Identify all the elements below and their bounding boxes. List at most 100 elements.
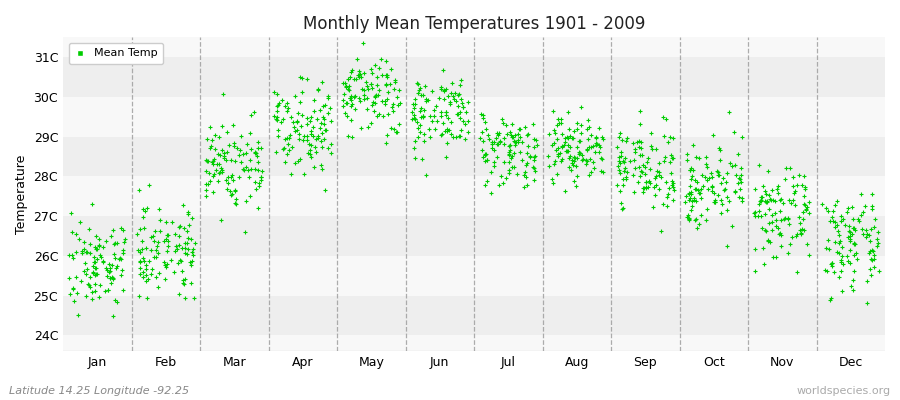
Point (572, 148, 586, 155)
Point (683, 194, 698, 201)
Point (375, 113, 390, 119)
Point (565, 156, 580, 163)
Point (510, 137, 525, 144)
Point (618, 174, 633, 180)
Point (453, 132, 467, 139)
Point (824, 295, 838, 302)
Point (336, 97, 350, 104)
Point (575, 152, 590, 158)
Point (374, 98, 389, 104)
Point (817, 267, 832, 273)
Point (520, 143, 535, 150)
Point (414, 91, 428, 98)
Point (478, 151, 492, 158)
Point (444, 130, 458, 137)
Point (168, 248, 183, 254)
Point (610, 162, 625, 169)
Point (75, 250, 89, 256)
Point (436, 120, 450, 126)
Point (580, 126, 594, 132)
Bar (63, 256, 885, 296)
Point (765, 211, 779, 218)
Point (319, 102, 333, 108)
Point (285, 144, 300, 150)
Point (559, 148, 573, 154)
Point (845, 287, 859, 294)
Point (151, 283, 166, 290)
Point (143, 247, 157, 253)
Y-axis label: Temperature: Temperature (15, 154, 28, 234)
Point (87, 272, 102, 278)
Point (233, 147, 248, 154)
Point (103, 268, 117, 274)
Point (847, 268, 861, 274)
Point (652, 171, 666, 178)
Point (773, 196, 788, 202)
Point (408, 96, 422, 102)
Point (557, 142, 572, 148)
Point (494, 172, 508, 179)
Point (755, 194, 770, 200)
Point (691, 190, 706, 196)
Point (272, 100, 286, 106)
Point (487, 163, 501, 169)
Point (757, 188, 771, 194)
Point (827, 268, 842, 275)
Point (580, 158, 595, 164)
Point (295, 111, 310, 118)
Point (753, 197, 768, 204)
Point (682, 197, 697, 204)
Point (842, 236, 857, 242)
Point (626, 189, 641, 196)
Point (288, 128, 302, 134)
Point (422, 134, 436, 140)
Point (407, 144, 421, 151)
Point (589, 142, 603, 148)
Point (568, 155, 582, 162)
Point (666, 197, 680, 204)
Point (252, 183, 266, 189)
Point (824, 260, 839, 266)
Point (361, 86, 375, 92)
Point (788, 190, 802, 196)
Point (383, 66, 398, 72)
Point (302, 118, 317, 124)
Point (570, 120, 584, 126)
Point (448, 134, 463, 140)
Point (79, 248, 94, 255)
Point (417, 131, 431, 138)
Point (359, 83, 374, 89)
Point (184, 236, 198, 242)
Point (786, 183, 800, 189)
Point (379, 140, 393, 146)
Point (312, 125, 327, 131)
Point (546, 161, 561, 167)
Point (561, 134, 575, 141)
Point (554, 116, 568, 123)
Point (140, 295, 154, 301)
Point (785, 234, 799, 240)
Point (476, 115, 491, 121)
Point (573, 121, 588, 128)
Point (732, 175, 746, 181)
Point (798, 184, 813, 191)
Point (842, 260, 857, 266)
Point (279, 100, 293, 106)
Point (479, 126, 493, 132)
Point (510, 130, 525, 137)
Point (574, 104, 589, 110)
Point (610, 143, 625, 150)
Text: Latitude 14.25 Longitude -92.25: Latitude 14.25 Longitude -92.25 (9, 386, 189, 396)
Point (586, 159, 600, 166)
Point (592, 125, 607, 132)
Point (221, 142, 236, 148)
Point (243, 130, 257, 136)
Point (797, 186, 812, 192)
Point (199, 180, 213, 187)
Point (592, 142, 607, 148)
Point (229, 201, 243, 208)
Point (612, 157, 626, 164)
Point (244, 165, 258, 172)
Point (500, 131, 514, 138)
Point (795, 226, 809, 232)
